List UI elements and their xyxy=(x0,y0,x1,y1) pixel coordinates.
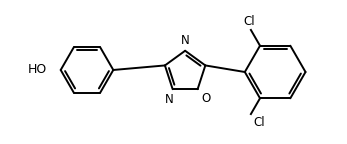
Text: Cl: Cl xyxy=(243,15,255,28)
Text: HO: HO xyxy=(27,64,46,76)
Text: Cl: Cl xyxy=(253,116,264,129)
Text: O: O xyxy=(202,92,211,105)
Text: N: N xyxy=(165,93,174,106)
Text: N: N xyxy=(181,34,189,47)
